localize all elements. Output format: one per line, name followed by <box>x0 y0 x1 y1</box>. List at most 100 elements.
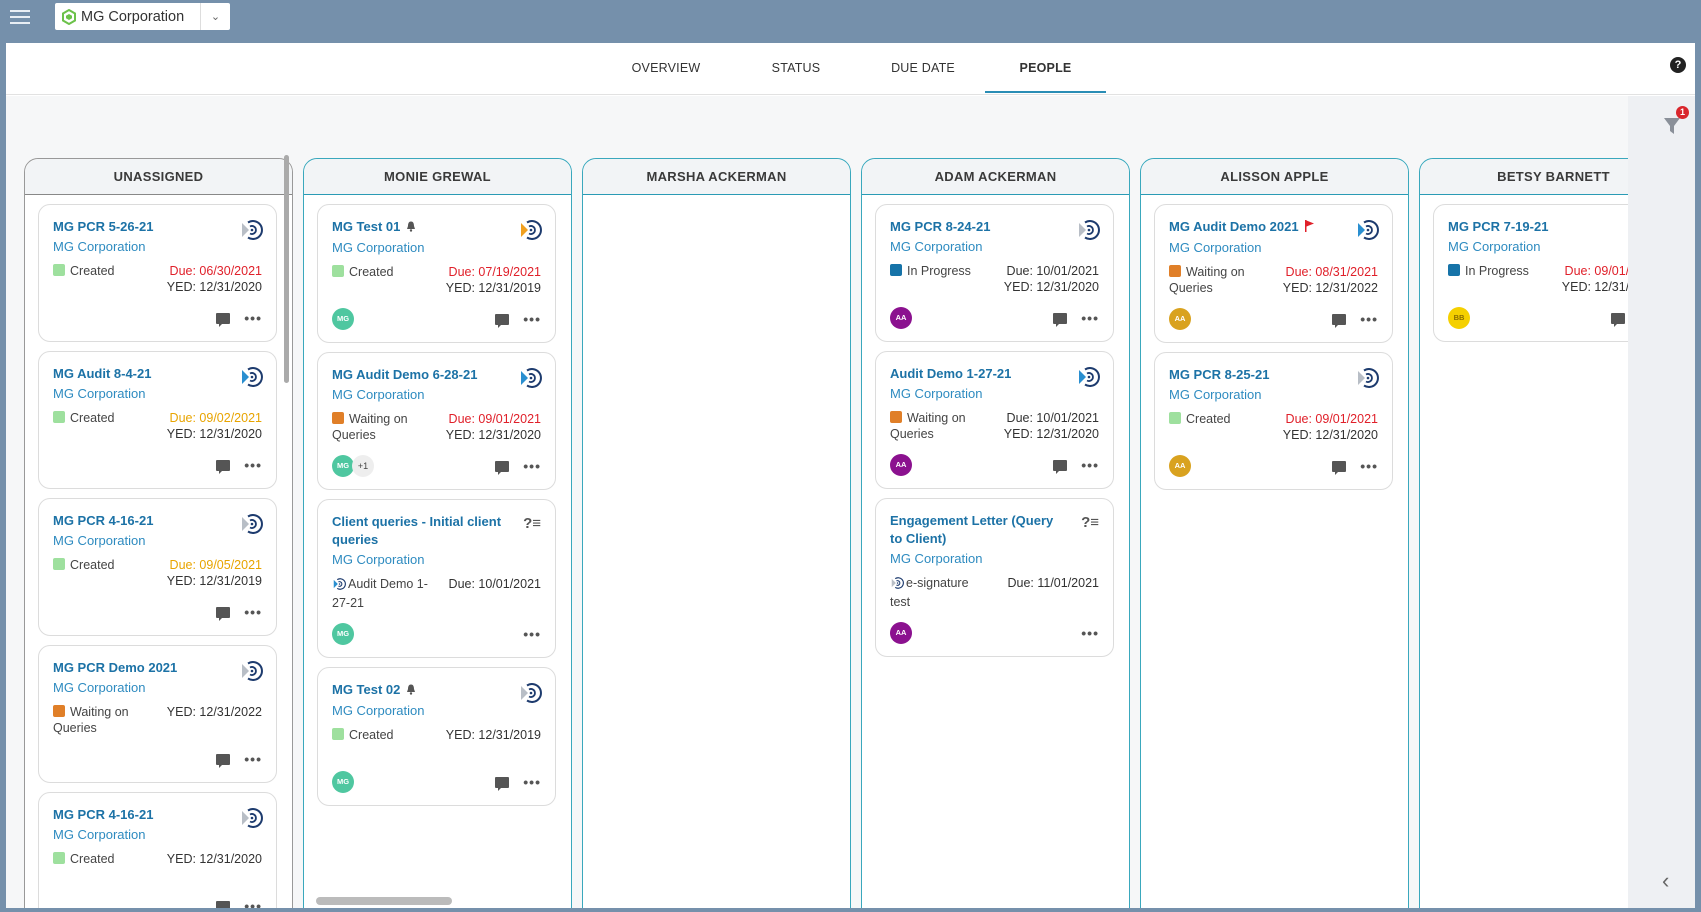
card-title[interactable]: Audit Demo 1-27-21 <box>890 365 1065 383</box>
help-icon[interactable]: ? <box>1670 57 1686 73</box>
comment-icon[interactable] <box>495 313 510 328</box>
card-title[interactable]: Engagement Letter (Query to Client) <box>890 512 1065 548</box>
more-options-icon[interactable]: ••• <box>523 458 541 474</box>
card-title[interactable]: Client queries - Initial client queries <box>332 513 507 549</box>
card-client[interactable]: MG Corporation <box>1169 240 1262 255</box>
work-card[interactable]: MG PCR 8-24-21 MG Corporation In Progress D… <box>875 204 1114 342</box>
assignee-avatar[interactable]: AA <box>890 454 912 476</box>
card-client[interactable]: MG Corporation <box>332 240 425 255</box>
work-card[interactable]: MG Audit Demo 6-28-21 MG Corporation Waiti… <box>317 352 556 490</box>
card-client[interactable]: MG Corporation <box>53 239 146 254</box>
comment-icon[interactable] <box>216 606 231 621</box>
more-options-icon[interactable]: ••• <box>1081 625 1099 641</box>
card-client[interactable]: MG Corporation <box>1169 387 1262 402</box>
more-options-icon[interactable]: ••• <box>523 774 541 790</box>
work-card[interactable]: MG PCR Demo 2021 MG Corporation Waiting on… <box>38 645 277 783</box>
assignee-avatar[interactable]: MG <box>332 455 354 477</box>
card-title[interactable]: MG Audit Demo 6-28-21 <box>332 366 507 384</box>
comment-icon[interactable] <box>495 460 510 475</box>
tab-due-date[interactable]: DUE DATE <box>891 61 955 75</box>
assignee-avatar[interactable]: AA <box>1169 308 1191 330</box>
comment-icon[interactable] <box>1611 312 1626 327</box>
more-options-icon[interactable]: ••• <box>244 604 262 620</box>
card-title-text[interactable]: MG PCR 7-19-21 <box>1448 219 1549 234</box>
card-title[interactable]: MG Test 02 <box>332 681 507 700</box>
comment-icon[interactable] <box>495 776 510 791</box>
work-card[interactable]: MG Test 02 MG Corporation Created YED: 12/3… <box>317 667 556 806</box>
assignee-avatar[interactable]: MG <box>332 771 354 793</box>
card-client[interactable]: MG Corporation <box>332 552 425 567</box>
card-title-text[interactable]: Audit Demo 1-27-21 <box>890 366 1012 381</box>
comment-icon[interactable] <box>1332 460 1347 475</box>
work-card[interactable]: MG Test 01 MG Corporation Created Due: 07/1… <box>317 204 556 343</box>
comment-icon[interactable] <box>216 900 231 908</box>
comment-icon[interactable] <box>216 459 231 474</box>
card-client[interactable]: MG Corporation <box>53 680 146 695</box>
card-title-text[interactable]: Client queries - Initial client queries <box>332 514 502 547</box>
card-title[interactable]: MG Audit Demo 2021 <box>1169 218 1344 237</box>
card-title-text[interactable]: MG Audit 8-4-21 <box>53 366 152 381</box>
linked-engagement-name[interactable]: e-signature test <box>890 576 969 609</box>
card-title-text[interactable]: MG PCR 4-16-21 <box>53 513 154 528</box>
work-card[interactable]: MG PCR 7-19-21 MG Corporation In Progress D… <box>1433 204 1628 342</box>
card-client[interactable]: MG Corporation <box>890 386 983 401</box>
assignee-avatar[interactable]: AA <box>890 622 912 644</box>
client-selector[interactable]: MG Corporation ⌄ <box>55 3 230 30</box>
more-assignees-count[interactable]: +1 <box>352 455 374 477</box>
more-options-icon[interactable]: ••• <box>244 751 262 767</box>
unassigned-vertical-scrollbar[interactable] <box>284 155 289 383</box>
work-card[interactable]: Engagement Letter (Query to Client) MG Co… <box>875 498 1114 657</box>
more-options-icon[interactable]: ••• <box>1360 458 1378 474</box>
card-title-text[interactable]: MG Audit Demo 2021 <box>1169 219 1299 234</box>
more-options-icon[interactable]: ••• <box>244 898 262 908</box>
work-card[interactable]: MG PCR 4-16-21 MG Corporation Created Due: … <box>38 498 277 636</box>
tab-status[interactable]: STATUS <box>771 61 821 75</box>
work-card[interactable]: MG PCR 5-26-21 MG Corporation Created Due: … <box>38 204 277 342</box>
card-title-text[interactable]: MG PCR 5-26-21 <box>53 219 154 234</box>
card-title-text[interactable]: MG PCR 8-24-21 <box>890 219 991 234</box>
comment-icon[interactable] <box>1053 312 1068 327</box>
comment-icon[interactable] <box>1053 459 1068 474</box>
more-options-icon[interactable]: ••• <box>244 457 262 473</box>
filter-icon[interactable] <box>1663 116 1681 136</box>
comment-icon[interactable] <box>216 312 231 327</box>
card-title-text[interactable]: MG Test 02 <box>332 682 401 697</box>
tab-overview[interactable]: OVERVIEW <box>631 61 701 75</box>
work-card[interactable]: MG Audit Demo 2021 MG Corporation Waiting … <box>1154 204 1393 343</box>
card-title[interactable]: MG PCR 5-26-21 <box>53 218 228 236</box>
card-title[interactable]: MG PCR 4-16-21 <box>53 806 228 824</box>
card-client[interactable]: MG Corporation <box>53 827 146 842</box>
card-title-text[interactable]: MG PCR 4-16-21 <box>53 807 154 822</box>
card-title[interactable]: MG Test 01 <box>332 218 507 237</box>
card-client[interactable]: MG Corporation <box>890 239 983 254</box>
card-title[interactable]: MG PCR 4-16-21 <box>53 512 228 530</box>
assignee-avatar[interactable]: AA <box>1169 455 1191 477</box>
card-title-text[interactable]: Engagement Letter (Query to Client) <box>890 513 1054 546</box>
card-title[interactable]: MG PCR 8-24-21 <box>890 218 1065 236</box>
chevron-down-icon[interactable]: ⌄ <box>200 3 230 30</box>
collapse-chevron-left-icon[interactable]: ‹ <box>1662 868 1670 893</box>
work-card[interactable]: Client queries - Initial client queries M… <box>317 499 556 658</box>
assignee-avatar[interactable]: MG <box>332 623 354 645</box>
horizontal-scrollbar[interactable] <box>316 897 452 905</box>
card-client[interactable]: MG Corporation <box>332 703 425 718</box>
card-title[interactable]: MG Audit 8-4-21 <box>53 365 228 383</box>
more-options-icon[interactable]: ••• <box>523 626 541 642</box>
work-card[interactable]: MG PCR 8-25-21 MG Corporation Created Due: … <box>1154 352 1393 490</box>
card-title-text[interactable]: MG Audit Demo 6-28-21 <box>332 367 478 382</box>
card-title-text[interactable]: MG PCR 8-25-21 <box>1169 367 1270 382</box>
more-options-icon[interactable]: ••• <box>1081 457 1099 473</box>
card-client[interactable]: MG Corporation <box>332 387 425 402</box>
card-client[interactable]: MG Corporation <box>1448 239 1541 254</box>
assignee-avatar[interactable]: MG <box>332 308 354 330</box>
more-options-icon[interactable]: ••• <box>523 311 541 327</box>
linked-engagement-name[interactable]: Audit Demo 1-27-21 <box>332 577 428 610</box>
tab-people[interactable]: PEOPLE <box>985 43 1106 93</box>
work-card[interactable]: MG PCR 4-16-21 MG Corporation Created YED: … <box>38 792 277 908</box>
work-card[interactable]: MG Audit 8-4-21 MG Corporation Created Due:… <box>38 351 277 489</box>
card-client[interactable]: MG Corporation <box>53 533 146 548</box>
hamburger-menu-icon[interactable] <box>10 10 30 26</box>
more-options-icon[interactable]: ••• <box>244 310 262 326</box>
card-title[interactable]: MG PCR 8-25-21 <box>1169 366 1344 384</box>
card-title-text[interactable]: MG PCR Demo 2021 <box>53 660 178 675</box>
